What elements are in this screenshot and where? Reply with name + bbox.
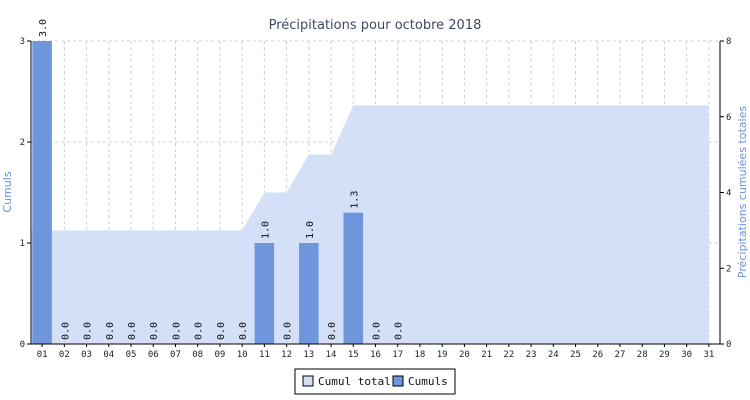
legend-swatch-cumul-total	[302, 375, 314, 387]
y-right-tick-label: 6	[726, 113, 731, 123]
cumuls-bars	[32, 41, 364, 344]
bar-cumuls-01	[32, 41, 52, 344]
chart-title: Précipitations pour octobre 2018	[269, 18, 482, 33]
x-tick-label: 14	[326, 350, 337, 360]
bar-value-label: 1.3	[349, 191, 360, 209]
legend: Cumul total Cumuls	[294, 368, 456, 395]
y-left-tick-label: 2	[20, 138, 25, 148]
x-tick-label: 08	[192, 350, 203, 360]
y-axis-right-label: Précipitations cumulées totales	[736, 106, 749, 278]
x-tick-label: 22	[503, 350, 514, 360]
x-tick-label: 18	[415, 350, 426, 360]
y-axis-right-ticks: 0 2 4 6 8	[720, 37, 731, 350]
x-tick-label: 30	[681, 350, 692, 360]
x-tick-label: 16	[370, 350, 381, 360]
x-tick-label: 25	[570, 350, 581, 360]
x-tick-label: 04	[103, 350, 114, 360]
y-right-tick-label: 0	[726, 340, 731, 350]
x-tick-label: 05	[126, 350, 137, 360]
legend-box	[294, 368, 456, 395]
bar-value-label: 0.0	[127, 322, 138, 340]
x-tick-label: 12	[281, 350, 292, 360]
x-tick-label: 09	[214, 350, 225, 360]
bar-value-label: 0.0	[194, 322, 205, 340]
x-tick-label: 03	[81, 350, 92, 360]
bar-value-label: 1.0	[305, 221, 316, 239]
x-axis-ticks: 01 02 03 04 05 06 07 08 09 10 11 12 13 14 15 16 17 18 19 20…	[37, 344, 714, 360]
x-tick-label: 28	[637, 350, 648, 360]
x-tick-label: 31	[703, 350, 714, 360]
cumul-total-area	[31, 105, 709, 344]
y-left-tick-label: 0	[20, 340, 25, 350]
bar-value-label: 0.0	[283, 322, 294, 340]
y-left-tick-label: 1	[20, 239, 25, 249]
x-tick-label: 24	[548, 350, 559, 360]
x-tick-label: 11	[259, 350, 270, 360]
y-left-tick-label: 3	[20, 37, 25, 47]
x-tick-label: 21	[481, 350, 492, 360]
x-tick-label: 20	[459, 350, 470, 360]
x-tick-label: 13	[303, 350, 314, 360]
cumul-total-area-shape	[31, 105, 709, 344]
bar-value-label: 0.0	[60, 322, 71, 340]
bar-cumuls-15	[343, 212, 364, 344]
x-tick-label: 01	[37, 350, 48, 360]
legend-swatch-cumuls	[392, 375, 404, 387]
x-tick-label: 17	[392, 350, 403, 360]
x-tick-label: 29	[659, 350, 670, 360]
x-tick-label: 07	[170, 350, 181, 360]
x-tick-label: 06	[148, 350, 159, 360]
bar-value-label: 0.0	[394, 322, 405, 340]
bar-value-label: 0.0	[372, 322, 383, 340]
bar-value-label: 0.0	[216, 322, 227, 340]
y-axis-left-label: Cumuls	[1, 171, 14, 212]
y-right-tick-label: 4	[726, 189, 731, 199]
x-tick-label: 23	[526, 350, 537, 360]
bar-value-label: 0.0	[327, 322, 338, 340]
legend-label-cumul-total: Cumul total	[318, 375, 391, 388]
y-right-tick-label: 8	[726, 37, 731, 47]
y-right-tick-label: 2	[726, 264, 731, 274]
bar-value-label: 0.0	[105, 322, 116, 340]
x-tick-label: 15	[348, 350, 359, 360]
x-tick-label: 02	[59, 350, 70, 360]
y-axis-left-ticks: 0 1 2 3	[20, 37, 31, 350]
bar-cumuls-13	[299, 243, 319, 344]
bar-value-label: 0.0	[149, 322, 160, 340]
bar-cumuls-11	[254, 243, 275, 344]
bar-value-label: 1.0	[260, 221, 271, 239]
x-tick-label: 27	[615, 350, 626, 360]
x-tick-label: 26	[592, 350, 603, 360]
x-tick-label: 19	[437, 350, 448, 360]
legend-label-cumuls: Cumuls	[408, 375, 448, 388]
bar-value-label: 0.0	[238, 322, 249, 340]
bar-value-label: 0.0	[83, 322, 94, 340]
bar-value-label: 0.0	[171, 322, 182, 340]
x-tick-label: 10	[237, 350, 248, 360]
bar-value-labels: 3.0 0.0 0.0 0.0 0.0 0.0 0.0 0.0 0.0 0.0 1.0 0.0 1.0 0…	[38, 19, 405, 340]
bar-value-label: 3.0	[38, 19, 49, 37]
